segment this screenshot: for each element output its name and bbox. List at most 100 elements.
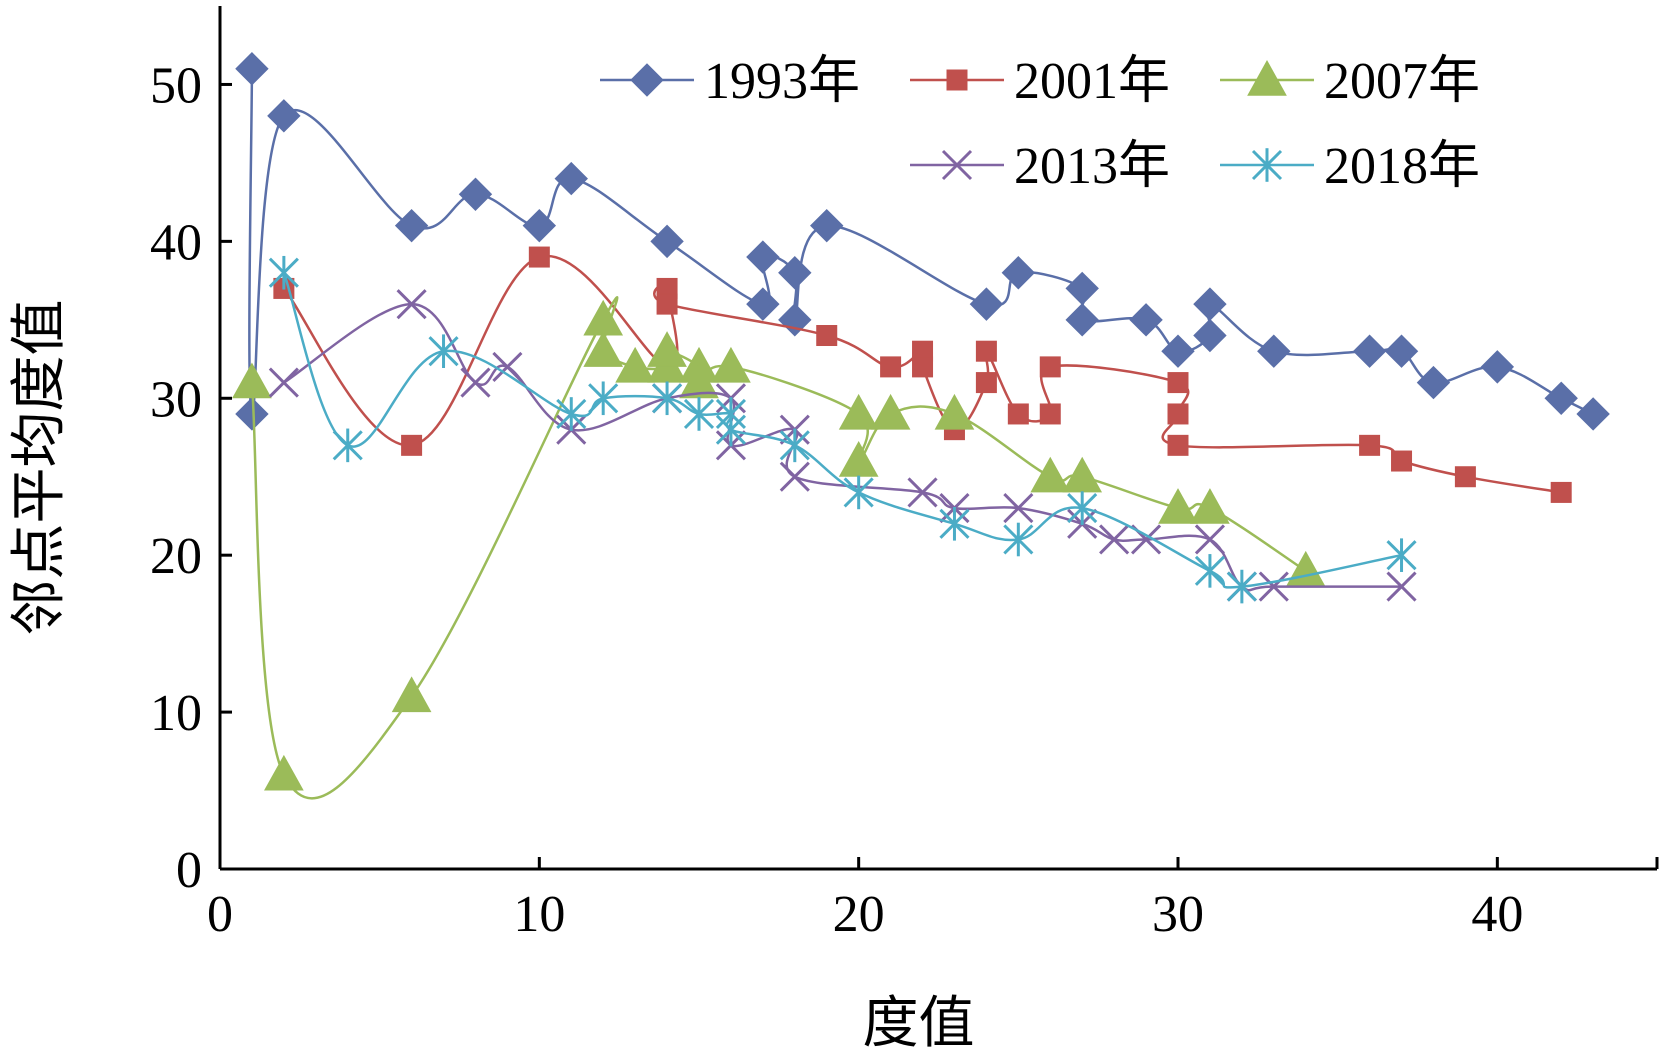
y-tick-label: 0 xyxy=(176,842,202,899)
data-point xyxy=(1226,569,1257,604)
marker-stroke xyxy=(1258,571,1289,602)
data-point xyxy=(1454,466,1476,488)
marker-stroke xyxy=(941,149,973,181)
data-point xyxy=(554,161,588,196)
data-point xyxy=(816,325,838,347)
data-point xyxy=(391,676,432,713)
data-point xyxy=(1007,403,1029,425)
data-point xyxy=(1576,397,1610,431)
y-tick-label: 50 xyxy=(150,57,202,114)
marker-stroke xyxy=(396,289,427,320)
series-4 xyxy=(268,255,1417,604)
data-point xyxy=(1480,350,1515,384)
x-tick-label: 40 xyxy=(1471,886,1523,943)
data-point xyxy=(746,287,780,321)
legend-label: 1993年 xyxy=(704,53,860,110)
data-point xyxy=(711,346,751,383)
legend-label: 2018年 xyxy=(1324,138,1480,195)
data-point xyxy=(428,334,459,368)
data-point xyxy=(1386,571,1417,602)
data-point xyxy=(268,367,299,398)
marker-stroke xyxy=(460,367,491,398)
data-point xyxy=(1099,524,1130,555)
data-point xyxy=(492,351,523,382)
data-point xyxy=(683,397,715,431)
x-axis-title: 度值 xyxy=(863,991,975,1056)
data-point xyxy=(810,208,844,243)
data-point xyxy=(656,293,678,315)
data-point xyxy=(1359,434,1381,456)
data-point xyxy=(522,208,557,243)
data-point xyxy=(396,289,427,320)
data-point xyxy=(1167,372,1189,394)
data-point xyxy=(394,208,429,243)
data-point xyxy=(1544,381,1578,415)
data-point xyxy=(556,397,587,431)
data-point xyxy=(401,434,423,456)
data-point xyxy=(647,331,687,367)
data-point xyxy=(235,397,269,431)
marker-stroke xyxy=(907,477,938,508)
axes: 0 10 20 30 40 0 10 20 30 40 50 xyxy=(150,6,1659,943)
y-tick-label: 40 xyxy=(150,214,202,271)
series-line xyxy=(282,272,1402,589)
data-point xyxy=(1158,488,1198,524)
legend: 1993年 2001年 2007年 2013年 2018年 xyxy=(600,53,1480,195)
data-point xyxy=(268,255,299,290)
data-point xyxy=(652,381,683,416)
data-point xyxy=(1194,554,1225,588)
data-point xyxy=(1194,524,1225,555)
x-tick-label: 0 xyxy=(207,886,233,943)
x-tick-label: 10 xyxy=(513,886,565,943)
y-tick-label: 30 xyxy=(150,371,202,428)
series-layer xyxy=(232,52,1610,800)
data-point xyxy=(1257,334,1291,368)
data-point xyxy=(528,246,550,268)
marker-stroke xyxy=(1194,524,1225,555)
legend-marker xyxy=(946,69,968,91)
legend-marker xyxy=(630,63,664,97)
data-point xyxy=(1384,334,1419,368)
data-point xyxy=(1001,256,1036,290)
data-point xyxy=(1039,403,1061,425)
data-point xyxy=(975,340,997,362)
marker-stroke xyxy=(1131,524,1162,555)
data-point xyxy=(934,393,975,430)
y-axis-title: 邻点平均度值 xyxy=(7,300,72,636)
legend-label: 2001年 xyxy=(1014,53,1170,110)
data-point xyxy=(583,299,624,336)
series-1 xyxy=(273,246,1572,503)
data-point xyxy=(458,177,493,211)
series-0 xyxy=(235,52,1610,431)
data-point xyxy=(746,240,780,274)
data-point xyxy=(1167,403,1189,425)
data-point xyxy=(1416,365,1451,400)
series-2 xyxy=(232,296,1326,800)
marker-stroke xyxy=(779,461,810,492)
data-point xyxy=(1550,481,1572,503)
data-point xyxy=(1003,493,1034,524)
series-3 xyxy=(268,289,1417,602)
data-point xyxy=(1258,571,1289,602)
data-point xyxy=(235,52,269,86)
legend-item: 1993年 xyxy=(600,53,860,110)
y-tick-label: 20 xyxy=(150,528,202,585)
series-line xyxy=(250,296,1307,800)
x-tick-label: 30 xyxy=(1152,886,1204,943)
data-point xyxy=(583,331,624,367)
data-point xyxy=(264,754,304,791)
data-point xyxy=(912,356,934,378)
data-point xyxy=(779,428,810,463)
data-point xyxy=(975,372,997,394)
legend-label: 2013年 xyxy=(1014,138,1170,195)
data-point xyxy=(588,381,619,416)
legend-marker xyxy=(1251,148,1283,182)
data-point xyxy=(460,367,491,398)
data-point xyxy=(838,441,879,477)
data-point xyxy=(615,346,655,383)
data-point xyxy=(1285,550,1326,587)
legend-item: 2013年 xyxy=(910,138,1170,195)
legend-item: 2001年 xyxy=(910,53,1170,110)
data-point xyxy=(1003,522,1034,557)
